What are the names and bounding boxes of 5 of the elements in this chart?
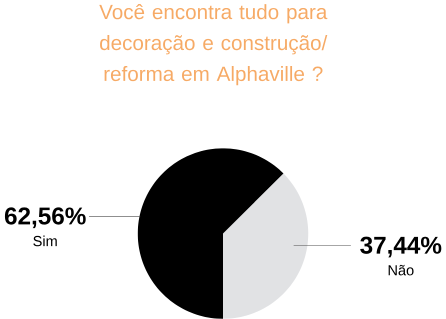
data-label: 37,44%	[360, 236, 442, 258]
data-label: 62,56%	[4, 207, 86, 228]
slice-label: Sim	[33, 236, 57, 246]
slice-label: Não	[388, 264, 414, 276]
chart-title: Você encontra tudo para decoração e construção/ reforma em Alphaville ?	[99, 4, 328, 86]
